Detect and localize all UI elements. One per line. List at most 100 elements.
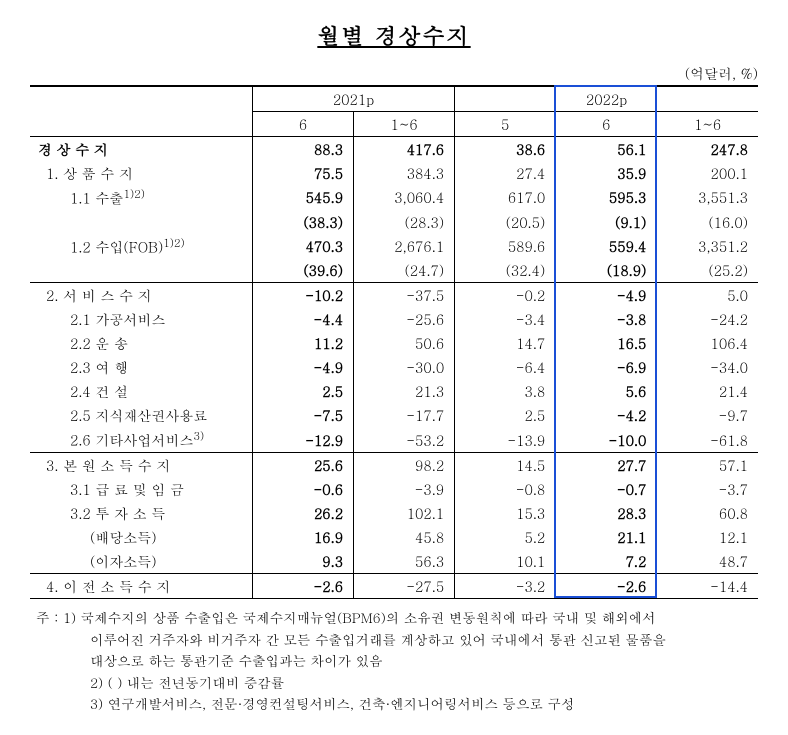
row-label: 2.5 지식재산권사용료 <box>30 403 252 427</box>
table-container: 2021p 2022p 6 1~6 5 6 1~6 경 상 수 지88.3417… <box>30 85 758 599</box>
table-row: 3.1 급 료 및 임 금-0.6-3.9-0.8-0.7-3.7 <box>30 477 758 501</box>
table-cell: -2.6 <box>252 573 353 598</box>
table-cell: 5.0 <box>657 283 758 308</box>
row-label: 3. 본 원 소 득 수 지 <box>30 452 252 477</box>
unit-label: (억달러, %) <box>30 63 758 83</box>
table-cell: 16.9 <box>252 525 353 549</box>
table-cell: 7.2 <box>556 549 657 574</box>
table-row: 3.2 투 자 소 득26.2102.115.328.360.8 <box>30 501 758 525</box>
table-row: 2.5 지식재산권사용료-7.5-17.72.5-4.2-9.7 <box>30 403 758 427</box>
table-cell: -9.7 <box>657 403 758 427</box>
table-cell: 2,676.1 <box>354 234 455 259</box>
table-row: (배당소득)16.945.85.221.112.1 <box>30 525 758 549</box>
table-row: 경 상 수 지88.3417.638.656.1247.8 <box>30 137 758 162</box>
table-cell: 14.5 <box>455 452 556 477</box>
row-label: 3.2 투 자 소 득 <box>30 501 252 525</box>
row-label: 4. 이 전 소 득 수 지 <box>30 573 252 598</box>
table-cell: (16.0) <box>657 210 758 234</box>
table-cell: -27.5 <box>354 573 455 598</box>
table-row: 2.4 건 설2.521.33.85.621.4 <box>30 379 758 403</box>
row-label: 2.3 여 행 <box>30 355 252 379</box>
row-label: 2.1 가공서비스 <box>30 307 252 331</box>
table-cell: -4.9 <box>556 283 657 308</box>
table-cell: -3.4 <box>455 307 556 331</box>
row-label: (이자소득) <box>30 549 252 574</box>
table-cell: -0.7 <box>556 477 657 501</box>
table-cell: 21.1 <box>556 525 657 549</box>
table-cell: 617.0 <box>455 185 556 210</box>
table-cell: 589.6 <box>455 234 556 259</box>
row-label: 3.1 급 료 및 임 금 <box>30 477 252 501</box>
table-cell: 595.3 <box>556 185 657 210</box>
table-cell: 60.8 <box>657 501 758 525</box>
table-cell: 470.3 <box>252 234 353 259</box>
table-cell: 545.9 <box>252 185 353 210</box>
table-row: 2.3 여 행-4.9-30.0-6.4-6.9-34.0 <box>30 355 758 379</box>
table-cell: 28.3 <box>556 501 657 525</box>
table-row: 2.1 가공서비스-4.4-25.6-3.4-3.8-24.2 <box>30 307 758 331</box>
table-cell: 88.3 <box>252 137 353 162</box>
table-cell: 27.7 <box>556 452 657 477</box>
footnote-1b: 이루어진 거주자와 비거주자 간 모든 수출입거래를 계상하고 있어 국내에서 … <box>36 629 758 651</box>
table-cell: (32.4) <box>455 258 556 283</box>
table-cell: 3.8 <box>455 379 556 403</box>
col-2022-5: 5 <box>455 112 556 137</box>
table-cell: -17.7 <box>354 403 455 427</box>
footnote-2: 2) ( ) 내는 전년동기대비 증감률 <box>36 672 758 694</box>
table-cell: -6.9 <box>556 355 657 379</box>
table-row: 1.2 수입(FOB)1)2)470.32,676.1589.6559.43,3… <box>30 234 758 259</box>
table-row: 4. 이 전 소 득 수 지-2.6-27.5-3.2-2.6-14.4 <box>30 573 758 598</box>
table-cell: (28.3) <box>354 210 455 234</box>
row-label <box>30 258 252 283</box>
table-cell: 5.6 <box>556 379 657 403</box>
table-cell: (25.2) <box>657 258 758 283</box>
table-cell: -7.5 <box>252 403 353 427</box>
table-cell: 3,551.3 <box>657 185 758 210</box>
table-cell: 16.5 <box>556 331 657 355</box>
table-cell: -2.6 <box>556 573 657 598</box>
table-cell: -4.2 <box>556 403 657 427</box>
table-cell: 56.3 <box>354 549 455 574</box>
table-cell: 11.2 <box>252 331 353 355</box>
table-cell: -10.0 <box>556 427 657 452</box>
data-table: 2021p 2022p 6 1~6 5 6 1~6 경 상 수 지88.3417… <box>30 85 758 599</box>
table-cell: 12.1 <box>657 525 758 549</box>
table-cell: -53.2 <box>354 427 455 452</box>
table-cell: 14.7 <box>455 331 556 355</box>
row-label: 2.4 건 설 <box>30 379 252 403</box>
table-cell: 5.2 <box>455 525 556 549</box>
table-cell: 27.4 <box>455 161 556 185</box>
row-label: 1.1 수출1)2) <box>30 185 252 210</box>
table-row: (39.6)(24.7)(32.4)(18.9)(25.2) <box>30 258 758 283</box>
table-cell: -24.2 <box>657 307 758 331</box>
table-cell: (18.9) <box>556 258 657 283</box>
table-cell: -0.8 <box>455 477 556 501</box>
row-label: 경 상 수 지 <box>30 137 252 162</box>
header-2021: 2021p <box>252 86 454 112</box>
col-2021-6: 6 <box>252 112 353 137</box>
table-cell: 417.6 <box>354 137 455 162</box>
row-label: (배당소득) <box>30 525 252 549</box>
row-label: 1.2 수입(FOB)1)2) <box>30 234 252 259</box>
table-cell: (24.7) <box>354 258 455 283</box>
table-cell: -13.9 <box>455 427 556 452</box>
table-cell: 384.3 <box>354 161 455 185</box>
row-label: 1. 상 품 수 지 <box>30 161 252 185</box>
col-2022-6: 6 <box>556 112 657 137</box>
table-cell: 102.1 <box>354 501 455 525</box>
table-cell: -0.6 <box>252 477 353 501</box>
table-row: 1. 상 품 수 지75.5384.327.435.9200.1 <box>30 161 758 185</box>
header-row-1: 2021p 2022p <box>30 86 758 112</box>
table-cell: 38.6 <box>455 137 556 162</box>
col-2021-1-6: 1~6 <box>354 112 455 137</box>
table-cell: 10.1 <box>455 549 556 574</box>
table-cell: 106.4 <box>657 331 758 355</box>
page-title: 월별 경상수지 <box>30 20 758 51</box>
table-cell: -10.2 <box>252 283 353 308</box>
table-cell: 9.3 <box>252 549 353 574</box>
table-cell: -3.2 <box>455 573 556 598</box>
table-cell: -4.9 <box>252 355 353 379</box>
table-cell: -14.4 <box>657 573 758 598</box>
row-label <box>30 210 252 234</box>
footnote-1a: 주 : 1) 국제수지의 상품 수출입은 국제수지매뉴얼(BPM6)의 소유권 … <box>36 607 758 629</box>
